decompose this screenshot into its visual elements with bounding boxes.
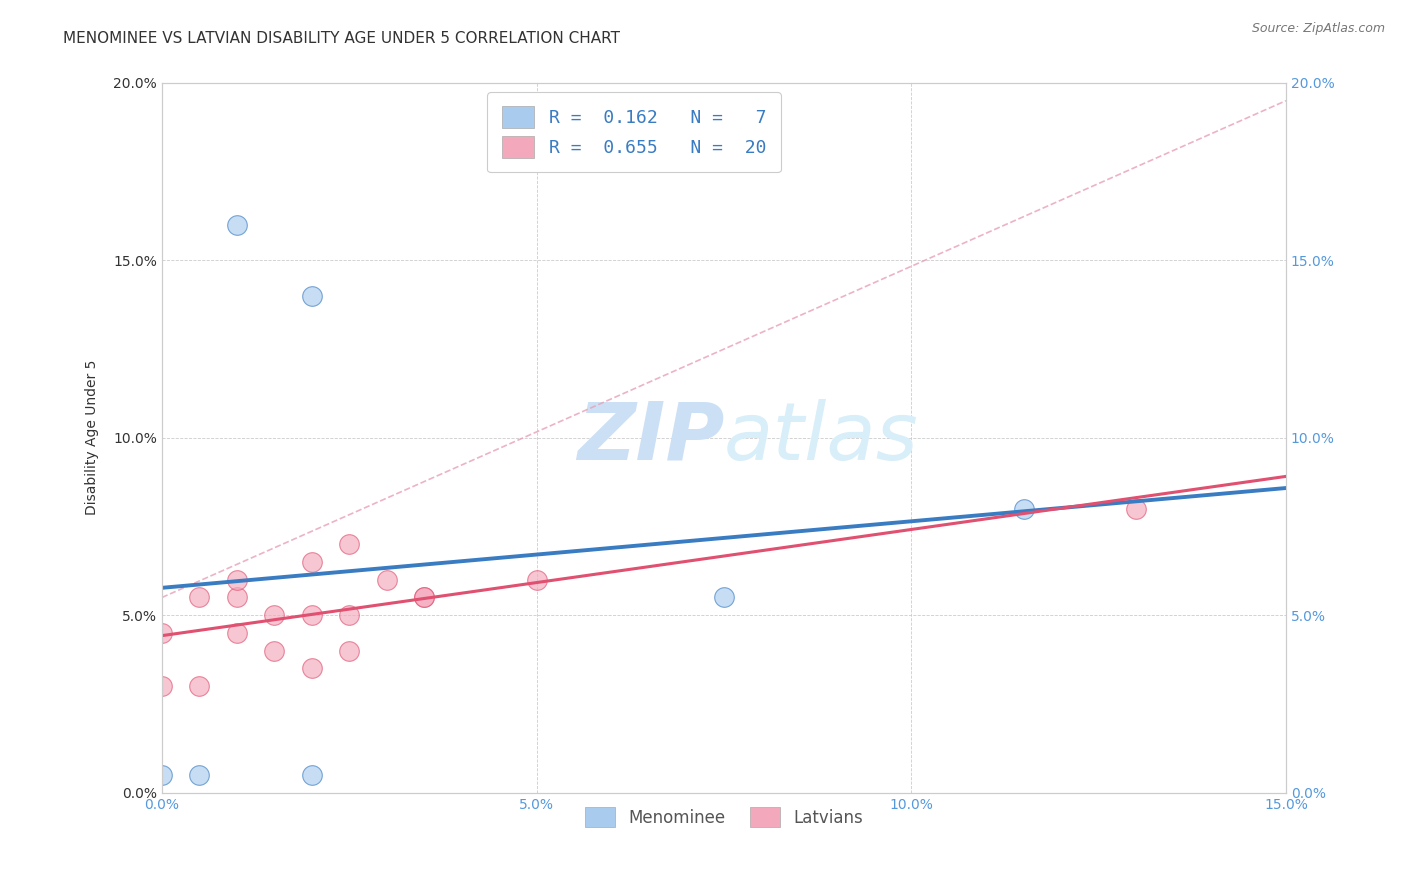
Point [301, 608, 323, 623]
Point [225, 573, 247, 587]
Point [1012, 501, 1035, 516]
Point [188, 768, 211, 782]
Text: ZIP: ZIP [576, 399, 724, 477]
Point [301, 661, 323, 675]
Legend: Menominee, Latvians: Menominee, Latvians [578, 800, 870, 834]
Point [413, 591, 436, 605]
Text: Source: ZipAtlas.com: Source: ZipAtlas.com [1251, 22, 1385, 36]
Point [150, 626, 173, 640]
Text: MENOMINEE VS LATVIAN DISABILITY AGE UNDER 5 CORRELATION CHART: MENOMINEE VS LATVIAN DISABILITY AGE UNDE… [63, 31, 620, 46]
Point [1125, 501, 1147, 516]
Y-axis label: Disability Age Under 5: Disability Age Under 5 [86, 360, 100, 516]
Point [301, 555, 323, 569]
Point [188, 591, 211, 605]
Text: atlas: atlas [724, 399, 918, 477]
Point [263, 608, 285, 623]
Point [188, 679, 211, 693]
Point [337, 608, 360, 623]
Point [337, 537, 360, 551]
Point [713, 591, 735, 605]
Point [150, 768, 173, 782]
Point [337, 643, 360, 657]
Point [225, 591, 247, 605]
Point [375, 573, 398, 587]
Point [263, 643, 285, 657]
Point [301, 768, 323, 782]
Point [301, 289, 323, 303]
Point [526, 573, 548, 587]
Point [150, 679, 173, 693]
Point [225, 218, 247, 232]
Point [413, 591, 436, 605]
Point [225, 626, 247, 640]
